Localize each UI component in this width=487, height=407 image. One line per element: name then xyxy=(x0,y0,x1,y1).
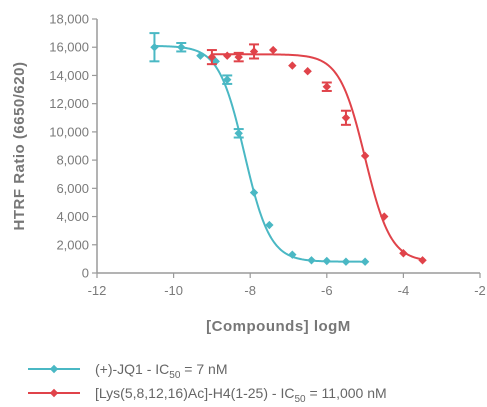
series-2 xyxy=(206,43,427,265)
legend-label-main: (+)-JQ1 - IC xyxy=(95,361,169,377)
data-point xyxy=(418,256,427,265)
legend-item-1: (+)-JQ1 - IC50 = 7 nM xyxy=(28,361,228,381)
y-tick-label: 14,000 xyxy=(49,68,89,83)
y-tick-label: 16,000 xyxy=(49,40,89,55)
series-layer xyxy=(149,32,427,266)
data-point xyxy=(322,82,331,91)
x-tick-label: -12 xyxy=(88,283,107,298)
series-1 xyxy=(149,32,370,266)
data-point xyxy=(223,75,232,84)
data-point xyxy=(150,43,159,52)
data-point xyxy=(249,47,259,56)
legend-label: (+)-JQ1 - IC50 = 7 nM xyxy=(95,361,228,381)
data-point xyxy=(307,256,316,265)
data-point xyxy=(288,61,297,70)
y-tick-label: 6,000 xyxy=(56,181,89,196)
data-point xyxy=(399,249,408,258)
x-tick-label: -8 xyxy=(244,283,256,298)
legend-label-suffix: = 11,000 nM xyxy=(306,385,387,401)
y-tick-label: 12,000 xyxy=(49,96,89,111)
data-point xyxy=(360,151,370,161)
y-tick-label: 18,000 xyxy=(49,12,89,27)
legend-label-subscript: 50 xyxy=(294,394,306,405)
data-point xyxy=(288,250,297,259)
data-point xyxy=(177,43,186,52)
data-point xyxy=(322,256,331,266)
data-point xyxy=(341,257,351,266)
x-tick-label: -4 xyxy=(398,283,410,298)
y-tick-label: 2,000 xyxy=(56,237,89,252)
data-point xyxy=(341,113,351,122)
x-tick-label: -6 xyxy=(321,283,333,298)
data-point xyxy=(380,212,389,221)
data-point xyxy=(303,67,312,76)
x-tick-label: -2 xyxy=(474,283,486,298)
y-tick-label: 0 xyxy=(82,266,89,281)
legend-label-subscript: 50 xyxy=(169,370,181,381)
legend-item-2: [Lys(5,8,12,16)Ac]-H4(1-25) - IC50 = 11,… xyxy=(28,385,387,405)
fit-curve xyxy=(154,45,366,263)
data-point xyxy=(207,52,217,62)
x-tick-label: -10 xyxy=(164,283,183,298)
y-axis-title: HTRF Ratio (6650/620) xyxy=(11,62,28,231)
data-point xyxy=(268,45,278,55)
y-tick-label: 8,000 xyxy=(56,153,89,168)
data-point xyxy=(196,51,205,60)
data-point xyxy=(360,257,370,266)
y-axis: 0 2,000 4,000 6,000 8,000 10,000 12,000 14,000 1… xyxy=(49,12,98,281)
data-point xyxy=(265,220,274,230)
legend-marker xyxy=(49,364,59,374)
data-point xyxy=(234,129,243,138)
legend-label: [Lys(5,8,12,16)Ac]-H4(1-25) - IC50 = 11,… xyxy=(95,385,387,405)
y-tick-label: 4,000 xyxy=(56,209,89,224)
fit-curve xyxy=(211,53,423,261)
legend-label-suffix: = 7 nM xyxy=(180,361,227,377)
x-axis-title: [Compounds] logM xyxy=(206,318,351,335)
data-point xyxy=(223,51,232,60)
y-tick-label: 10,000 xyxy=(49,124,89,139)
x-axis: -12 -10 -8 -6 -4 -2 xyxy=(88,272,486,298)
legend-label-main: [Lys(5,8,12,16)Ac]-H4(1-25) - IC xyxy=(95,385,294,401)
data-point xyxy=(234,52,243,62)
legend: (+)-JQ1 - IC50 = 7 nM[Lys(5,8,12,16)Ac]-… xyxy=(28,361,387,405)
data-point xyxy=(249,188,259,197)
legend-marker xyxy=(49,388,59,398)
